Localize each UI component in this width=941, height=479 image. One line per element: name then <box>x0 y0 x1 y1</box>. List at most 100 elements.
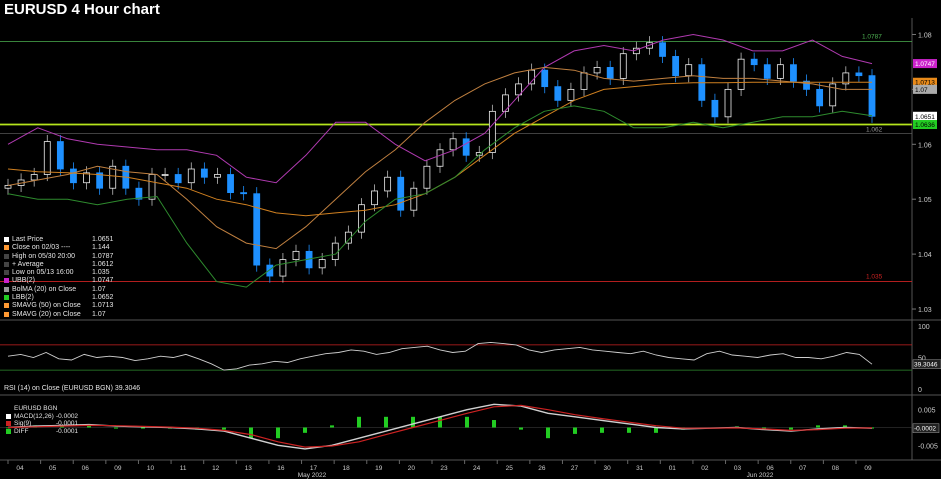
macd-legend-item: DIFF -0.0001 <box>6 428 78 436</box>
x-tick-label: 06 <box>82 465 90 472</box>
macd-diff-bar <box>411 416 415 428</box>
candle-body <box>43 141 51 175</box>
price-tick-label: 1.06 <box>918 142 932 149</box>
x-tick-label: 11 <box>180 465 187 472</box>
candle-body <box>331 242 339 261</box>
candle-body <box>855 72 863 77</box>
macd-diff-bar <box>492 420 496 428</box>
legend-item: High on 05/30 20:00 1.0787 <box>4 253 113 261</box>
x-tick-label: 16 <box>277 465 285 472</box>
macd-tick-label: -0.005 <box>918 443 938 450</box>
candle-body <box>266 264 274 277</box>
legend-item: Close on 02/03 ---- 1.144 <box>4 244 113 252</box>
legend-label: LBB(2) <box>12 294 34 302</box>
month-label: May 2022 <box>298 472 327 479</box>
x-tick-label: 09 <box>864 465 872 472</box>
candle-body <box>619 53 627 79</box>
legend-item: SMAVG (50) on Close 1.0713 <box>4 302 113 310</box>
legend-swatch <box>4 303 9 309</box>
macd-diff-bar <box>6 427 10 429</box>
candle-body <box>240 192 248 195</box>
x-tick-label: 19 <box>375 465 383 472</box>
candle-body <box>515 83 522 96</box>
candle-body <box>83 172 90 184</box>
candle-body <box>214 174 221 178</box>
legend-swatch <box>6 413 11 419</box>
month-label: Jun 2022 <box>747 472 774 479</box>
candle-body <box>816 88 824 107</box>
x-tick-label: 04 <box>16 465 24 472</box>
low-level-label: 1.035 <box>866 274 883 281</box>
legend-value: 1.0787 <box>92 252 114 260</box>
rsi-flag: 39.3046 <box>914 362 938 369</box>
candle-body <box>358 204 365 233</box>
macd-diff-bar <box>627 427 631 433</box>
x-tick-label: 26 <box>538 465 546 472</box>
legend-label: SMAVG (20) on Close <box>12 310 81 318</box>
candle-body <box>790 64 797 82</box>
lbb-flag-bg <box>913 120 937 130</box>
legend-swatch <box>6 421 11 426</box>
candle-body <box>187 168 195 184</box>
x-tick-label: 25 <box>506 465 514 472</box>
price-legend: Last Price 1.0651 Close on 02/03 ---- 1.144… <box>4 236 113 319</box>
macd-diff-bar <box>600 427 604 433</box>
macd-diff-bar <box>303 427 307 433</box>
last-price-flag: 1.0651 <box>915 114 935 121</box>
legend-swatch <box>4 311 9 317</box>
legend-item: Last Price 1.0651 <box>4 236 113 244</box>
x-tick-label: 17 <box>310 465 318 472</box>
macd-diff-bar <box>519 427 523 430</box>
x-tick-label: 10 <box>147 465 155 472</box>
bolma-flag: 1.07 <box>915 87 928 94</box>
legend-swatch <box>4 270 9 276</box>
x-tick-label: 12 <box>212 465 220 472</box>
candle-body <box>174 174 182 184</box>
candle-body <box>436 149 444 167</box>
x-tick-label: 03 <box>734 465 742 472</box>
macd-diff-bar <box>465 416 469 428</box>
price-tick-label: 1.03 <box>918 307 932 314</box>
legend-swatch <box>4 261 9 267</box>
candle-body <box>318 259 326 269</box>
candle-body <box>462 138 470 156</box>
candle-body <box>344 231 352 244</box>
legend-label: Low on 05/13 16:00 <box>12 269 74 277</box>
rsi-flag-bg <box>912 359 941 369</box>
bolma-flag-bg <box>913 84 937 94</box>
sma50-flag: 1.0713 <box>915 80 935 87</box>
chart-title: EURUSD 4 Hour chart <box>4 1 160 18</box>
x-tick-label: 02 <box>701 465 709 472</box>
candle-body <box>580 72 588 90</box>
macd-tick-label: 0.005 <box>918 408 936 415</box>
candle-body <box>449 138 457 151</box>
macd-diff-bar <box>384 416 388 428</box>
macd-diff-bar <box>789 427 793 430</box>
macd-diff-bar <box>816 425 820 428</box>
legend-swatch <box>4 278 9 284</box>
legend-item: SMAVG (20) on Close 1.07 <box>4 311 113 319</box>
candle-body <box>410 187 418 211</box>
candle-body <box>606 67 614 79</box>
legend-item: Low on 05/13 16:00 1.035 <box>4 269 113 277</box>
ubb-flag: 1.0747 <box>915 61 935 68</box>
series-line-ubb-2- <box>7 33 873 184</box>
rsi-legend: RSI (14) on Close (EURUSD BGN) 39.3046 <box>4 385 141 392</box>
rsi-tick-label: 100 <box>918 324 930 331</box>
macd-diff-bar <box>222 427 226 430</box>
candle-body <box>227 174 234 194</box>
candle-body <box>135 187 143 200</box>
macd-diff-bar <box>573 427 577 434</box>
candle-body <box>672 56 680 77</box>
legend-label: Close on 02/03 ---- <box>12 244 71 252</box>
candle-body <box>148 174 156 200</box>
rsi-tick-label: 50 <box>918 356 926 363</box>
candle-body <box>737 58 745 90</box>
macd-signal-line <box>7 404 873 448</box>
legend-label: + Average <box>12 260 44 268</box>
candle-body <box>161 174 169 176</box>
candle-body <box>659 42 666 57</box>
mid-level-label: 1.062 <box>866 126 883 133</box>
macd-flag: -0.0002 <box>914 426 936 433</box>
legend-value: 1.035 <box>92 269 110 277</box>
